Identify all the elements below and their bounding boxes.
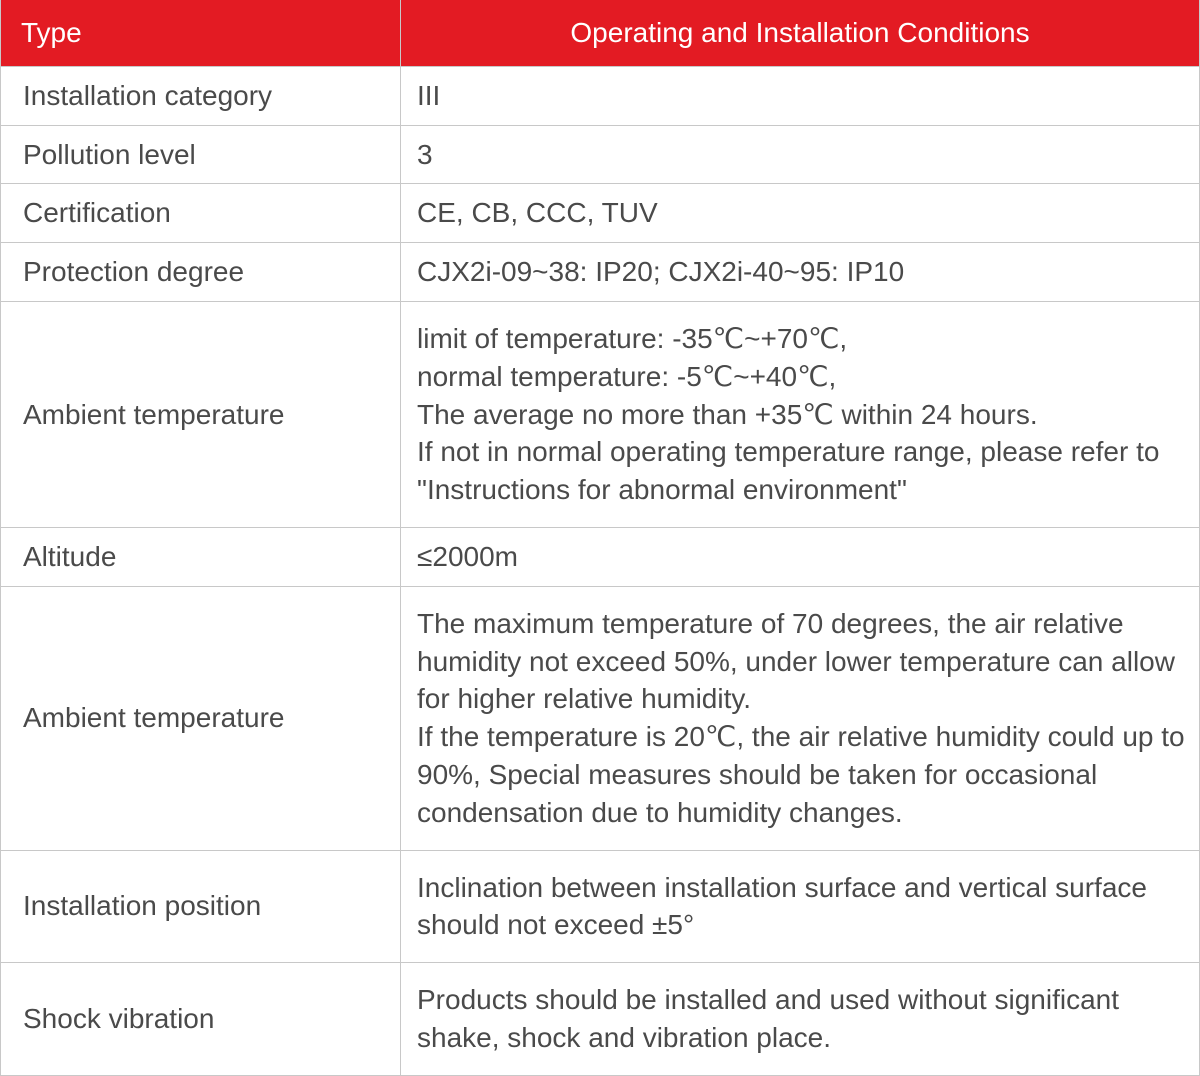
table-row: CertificationCE, CB, CCC, TUV (1, 184, 1200, 243)
row-value: Inclination between installation surface… (401, 850, 1200, 963)
row-value: CJX2i-09~38: IP20; CJX2i-40~95: IP10 (401, 243, 1200, 302)
row-label: Ambient temperature (1, 301, 401, 527)
table-row: Pollution level3 (1, 125, 1200, 184)
table-row: Altitude≤2000m (1, 527, 1200, 586)
table-row: Protection degreeCJX2i-09~38: IP20; CJX2… (1, 243, 1200, 302)
table-body: Installation categoryIIIPollution level3… (1, 66, 1200, 1075)
row-value: ≤2000m (401, 527, 1200, 586)
table-header-row: Type Operating and Installation Conditio… (1, 0, 1200, 66)
row-label: Protection degree (1, 243, 401, 302)
row-value: limit of temperature: -35℃~+70℃, normal … (401, 301, 1200, 527)
header-type: Type (1, 0, 401, 66)
row-value: 3 (401, 125, 1200, 184)
row-value: III (401, 66, 1200, 125)
row-label: Altitude (1, 527, 401, 586)
table-row: Ambient temperatureThe maximum temperatu… (1, 586, 1200, 850)
row-label: Ambient temperature (1, 586, 401, 850)
header-conditions: Operating and Installation Conditions (401, 0, 1200, 66)
row-value: Products should be installed and used wi… (401, 963, 1200, 1076)
table-row: Installation positionInclination between… (1, 850, 1200, 963)
table-row: Shock vibrationProducts should be instal… (1, 963, 1200, 1076)
row-label: Pollution level (1, 125, 401, 184)
row-label: Shock vibration (1, 963, 401, 1076)
spec-table: Type Operating and Installation Conditio… (0, 0, 1200, 1076)
table-row: Installation categoryIII (1, 66, 1200, 125)
row-label: Installation position (1, 850, 401, 963)
row-label: Installation category (1, 66, 401, 125)
row-value: The maximum temperature of 70 degrees, t… (401, 586, 1200, 850)
row-label: Certification (1, 184, 401, 243)
row-value: CE, CB, CCC, TUV (401, 184, 1200, 243)
table-row: Ambient temperaturelimit of temperature:… (1, 301, 1200, 527)
